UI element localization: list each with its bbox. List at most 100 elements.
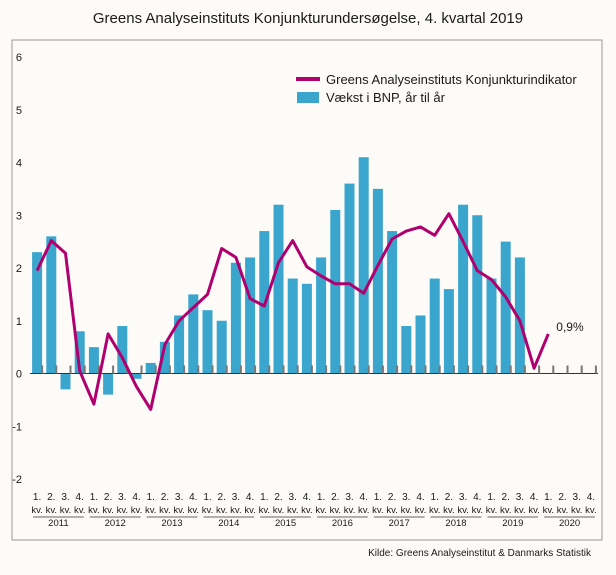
quarter-label: 2. [558, 492, 566, 503]
quarter-label: 1. [317, 492, 325, 503]
quarter-marker [97, 365, 100, 374]
kv-label: kv. [514, 505, 525, 516]
y-tick-label: 3 [16, 210, 22, 222]
quarter-label: 3. [402, 492, 410, 503]
year-label: 2014 [218, 518, 239, 529]
bar [458, 204, 469, 374]
kv-label: kv. [528, 505, 539, 516]
quarter-marker [69, 365, 72, 374]
quarter-marker [552, 365, 555, 374]
quarter-marker [339, 365, 342, 374]
kv-label: kv. [74, 505, 85, 516]
quarter-label: 3. [118, 492, 126, 503]
chart-title: Greens Analyseinstituts Konjunkturunders… [93, 10, 523, 27]
kv-label: kv. [145, 505, 156, 516]
quarter-label: 2. [218, 492, 226, 503]
quarter-marker [410, 365, 413, 374]
bar [472, 215, 483, 374]
bar [387, 231, 398, 374]
quarter-label: 3. [232, 492, 240, 503]
y-tick-label: 6 [16, 52, 22, 64]
kv-label: kv. [429, 505, 440, 516]
kv-label: kv. [230, 505, 241, 516]
quarter-label: 2. [445, 492, 453, 503]
kv-label: kv. [415, 505, 426, 516]
bar [415, 315, 426, 374]
quarter-marker [282, 365, 285, 374]
kv-label: kv. [330, 505, 341, 516]
quarter-label: 4. [360, 492, 368, 503]
quarter-label: 4. [76, 492, 84, 503]
bar [287, 278, 298, 374]
bar [60, 373, 71, 390]
quarter-marker [296, 365, 299, 374]
kv-label: kv. [216, 505, 227, 516]
quarter-label: 4. [416, 492, 424, 503]
quarter-marker [140, 365, 143, 374]
quarter-label: 1. [33, 492, 41, 503]
plot-frame [11, 39, 603, 541]
quarter-marker [523, 365, 526, 374]
kv-label: kv. [500, 505, 511, 516]
kv-label: kv. [557, 505, 568, 516]
quarter-marker [452, 365, 455, 374]
bar [401, 326, 412, 374]
quarter-marker [353, 365, 356, 374]
bar [230, 262, 241, 374]
kv-label: kv. [46, 505, 57, 516]
kv-label: kv. [60, 505, 71, 516]
quarter-marker [225, 365, 228, 374]
quarter-marker [481, 365, 484, 374]
x-axis: 1. kv. 2. kv. 3. kv. 4. kv. 1. kv. 2. kv. 3. kv. 4. kv.… [31, 492, 596, 529]
quarter-label: 3. [459, 492, 467, 503]
quarter-label: 3. [345, 492, 353, 503]
year-label: 2012 [105, 518, 126, 529]
kv-label: kv. [443, 505, 454, 516]
year-label: 2019 [502, 518, 523, 529]
bar [514, 257, 525, 374]
y-tick-label: -2 [12, 474, 22, 486]
quarter-marker [594, 365, 597, 374]
bar [88, 347, 99, 374]
quarter-marker [83, 365, 86, 374]
quarter-label: 2. [104, 492, 112, 503]
last-value-label: 0,9% [556, 320, 584, 334]
quarter-marker [580, 365, 583, 374]
quarter-marker [239, 365, 242, 374]
bar [500, 241, 511, 374]
quarter-label: 4. [246, 492, 254, 503]
kv-label: kv. [585, 505, 596, 516]
year-label: 2013 [161, 518, 182, 529]
year-label: 2011 [48, 518, 68, 529]
quarter-label: 1. [90, 492, 98, 503]
quarter-label: 4. [473, 492, 481, 503]
quarter-marker [325, 365, 328, 374]
zero-axis [30, 365, 598, 374]
bar [344, 183, 355, 374]
quarter-label: 2. [388, 492, 396, 503]
quarter-label: 3. [516, 492, 524, 503]
quarter-marker [154, 365, 157, 374]
y-axis: -2 -1 0 1 2 3 4 5 6 [12, 52, 22, 486]
kv-label: kv. [287, 505, 298, 516]
legend: Greens Analyseinstituts Konjunkturindika… [296, 72, 577, 105]
quarter-label: 2. [161, 492, 169, 503]
legend-bar-swatch [297, 92, 319, 103]
quarter-label: 4. [303, 492, 311, 503]
bar [372, 188, 383, 374]
year-label: 2016 [332, 518, 353, 529]
quarter-marker [424, 365, 427, 374]
quarter-marker [538, 365, 541, 374]
y-tick-label: -1 [12, 421, 22, 433]
quarter-label: 1. [203, 492, 211, 503]
bar [188, 294, 199, 374]
kv-label: kv. [571, 505, 582, 516]
bar [316, 257, 327, 374]
quarter-marker [310, 365, 313, 374]
quarter-marker [438, 365, 441, 374]
quarter-marker [495, 365, 498, 374]
bar [202, 310, 213, 374]
quarter-label: 3. [573, 492, 581, 503]
quarter-label: 1. [147, 492, 155, 503]
legend-label: Vækst i BNP, år til år [326, 90, 446, 105]
